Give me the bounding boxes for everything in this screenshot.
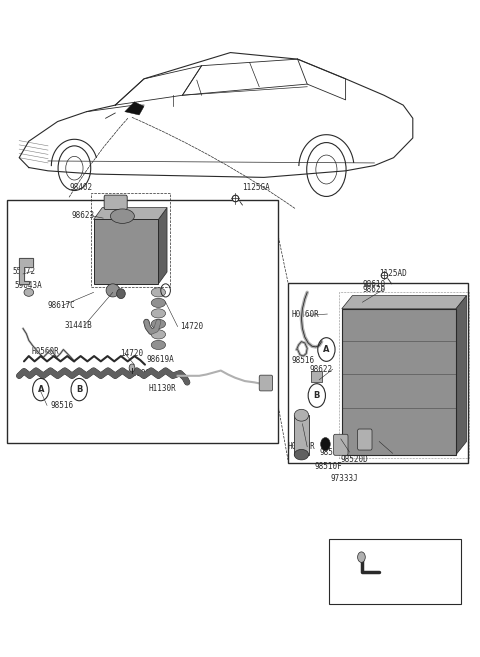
- Text: 98516: 98516: [50, 401, 73, 410]
- FancyBboxPatch shape: [104, 195, 127, 210]
- Text: H0360R: H0360R: [292, 309, 320, 319]
- Polygon shape: [456, 296, 467, 455]
- Ellipse shape: [151, 298, 166, 307]
- Bar: [311, 371, 322, 382]
- Ellipse shape: [294, 449, 309, 460]
- Polygon shape: [94, 208, 167, 219]
- Bar: [288, 283, 468, 463]
- Text: H0560R: H0560R: [31, 347, 59, 356]
- Text: A: A: [37, 385, 44, 394]
- Text: H0250R: H0250R: [288, 442, 316, 451]
- FancyBboxPatch shape: [259, 375, 273, 391]
- Circle shape: [321, 438, 330, 451]
- Text: 59643A: 59643A: [14, 281, 42, 290]
- Bar: [91, 193, 170, 287]
- Polygon shape: [158, 208, 167, 284]
- Polygon shape: [19, 258, 33, 284]
- Text: 14720: 14720: [120, 349, 143, 358]
- Bar: [342, 309, 456, 455]
- Ellipse shape: [294, 409, 309, 421]
- FancyBboxPatch shape: [358, 429, 372, 450]
- Text: 31441B: 31441B: [65, 321, 93, 330]
- Ellipse shape: [151, 309, 166, 318]
- Text: A: A: [323, 345, 330, 354]
- Ellipse shape: [151, 340, 166, 350]
- Text: 1125AD: 1125AD: [379, 269, 407, 278]
- Bar: [294, 415, 309, 455]
- Ellipse shape: [151, 288, 166, 297]
- Text: 98402: 98402: [70, 183, 93, 192]
- FancyBboxPatch shape: [334, 434, 348, 455]
- Text: 98520D: 98520D: [341, 455, 369, 464]
- Text: 98622C: 98622C: [370, 449, 397, 458]
- Bar: [7, 200, 278, 443]
- Ellipse shape: [151, 319, 166, 328]
- Bar: [339, 292, 469, 458]
- Bar: [94, 219, 158, 284]
- Text: 98515A: 98515A: [319, 447, 347, 457]
- Ellipse shape: [117, 289, 125, 298]
- Text: 98610: 98610: [362, 280, 385, 289]
- Polygon shape: [342, 296, 467, 309]
- Text: 98620: 98620: [362, 284, 385, 294]
- Text: 98622: 98622: [310, 365, 333, 374]
- Text: 98623: 98623: [72, 211, 95, 220]
- Polygon shape: [125, 102, 144, 115]
- Text: 98617C: 98617C: [48, 301, 76, 310]
- Ellipse shape: [151, 330, 166, 339]
- Text: B: B: [313, 391, 320, 400]
- Text: 98516: 98516: [292, 355, 315, 365]
- Point: [231, 193, 239, 204]
- Bar: [329, 539, 461, 604]
- Text: 81199: 81199: [127, 369, 150, 378]
- Text: 55972: 55972: [12, 267, 35, 276]
- Text: 98510F: 98510F: [314, 462, 342, 471]
- Ellipse shape: [106, 284, 120, 297]
- Text: 14720: 14720: [180, 322, 203, 331]
- Point: [380, 269, 388, 280]
- Text: 1125GA: 1125GA: [242, 183, 270, 192]
- Text: 98619A: 98619A: [146, 355, 174, 364]
- Text: 97333J: 97333J: [330, 474, 358, 483]
- Ellipse shape: [24, 288, 34, 296]
- Circle shape: [129, 364, 135, 372]
- Text: H1130R: H1130R: [149, 384, 177, 394]
- Text: B: B: [76, 385, 83, 394]
- Ellipse shape: [110, 209, 134, 223]
- Circle shape: [358, 552, 365, 562]
